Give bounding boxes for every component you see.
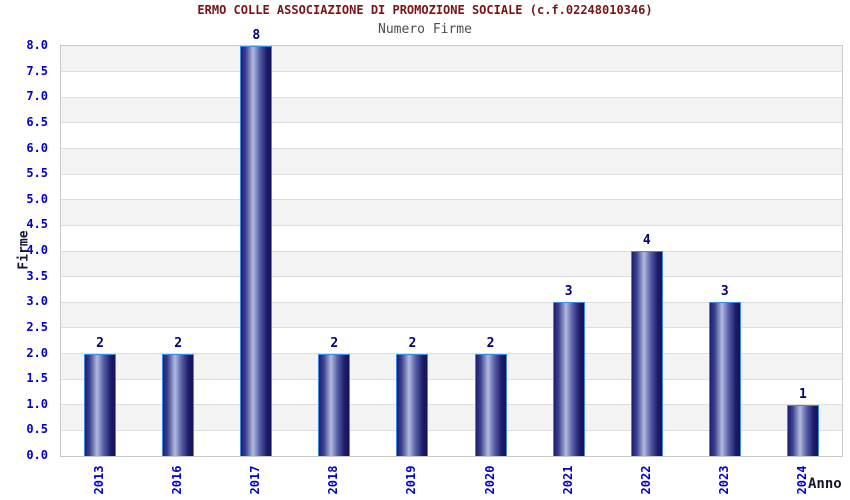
gridline bbox=[61, 224, 842, 226]
plot-band bbox=[61, 97, 842, 123]
gridline bbox=[61, 96, 842, 98]
gridline bbox=[61, 199, 842, 201]
x-tick-label: 2021 bbox=[560, 465, 575, 495]
gridline bbox=[61, 250, 842, 252]
y-tick-label: 6.0 bbox=[26, 140, 48, 155]
bar-2020 bbox=[474, 353, 507, 456]
y-tick-label: 3.5 bbox=[26, 268, 48, 283]
bar-2018 bbox=[318, 353, 351, 456]
y-tick-label: 0.0 bbox=[26, 448, 48, 462]
gridline bbox=[61, 404, 842, 406]
plot-band bbox=[61, 148, 842, 175]
gridline bbox=[61, 122, 842, 124]
bar-2016 bbox=[162, 353, 195, 456]
bar-value-label: 2 bbox=[330, 335, 339, 351]
y-tick-label: 7.0 bbox=[26, 89, 48, 104]
y-tick-label: 2.5 bbox=[26, 319, 48, 334]
y-axis-title: Firme bbox=[16, 230, 32, 270]
y-tick-label: 5.0 bbox=[26, 191, 48, 206]
x-tick-label: 2019 bbox=[404, 465, 419, 495]
gridline bbox=[61, 378, 842, 380]
bar-2024 bbox=[786, 404, 819, 456]
plot-band bbox=[61, 46, 842, 72]
x-tick-label: 2020 bbox=[482, 465, 497, 495]
y-tick-label: 3.0 bbox=[26, 294, 48, 309]
bar-2023 bbox=[708, 302, 741, 456]
gridline bbox=[61, 301, 842, 303]
bar-2017 bbox=[240, 46, 273, 456]
gridline bbox=[61, 327, 842, 329]
y-tick-label: 7.5 bbox=[26, 63, 48, 78]
y-tick-label: 2.0 bbox=[26, 345, 48, 360]
gridline bbox=[61, 71, 842, 73]
chart-subtitle: Numero Firme bbox=[378, 22, 472, 37]
y-tick-label: 1.5 bbox=[26, 371, 48, 386]
x-tick-label: 2013 bbox=[92, 465, 107, 495]
bar-value-label: 8 bbox=[252, 28, 261, 43]
plot-area: 2 2 8 2 2 2 3 4 3 1 bbox=[60, 28, 843, 457]
y-axis-ticks: 0.0 0.5 1.0 1.5 2.0 2.5 3.0 3.5 4.0 4.5 5.0 5.5 6.0 6… bbox=[0, 38, 48, 462]
chart-title: ERMO COLLE ASSOCIAZIONE DI PROMOZIONE SO… bbox=[197, 3, 653, 17]
bar-value-label: 3 bbox=[564, 284, 573, 300]
bar-2019 bbox=[396, 353, 429, 456]
y-tick-label: 6.5 bbox=[26, 114, 48, 129]
plot-band bbox=[61, 251, 842, 277]
plot-band bbox=[61, 199, 842, 226]
gridline bbox=[61, 148, 842, 149]
gridline bbox=[61, 276, 842, 278]
y-tick-label: 8.0 bbox=[26, 38, 48, 52]
bar-2021 bbox=[552, 302, 585, 456]
bar-value-label: 2 bbox=[174, 335, 183, 351]
x-axis-ticks: 2013 2016 2017 2018 2019 2020 2021 2022 2023 2024 bbox=[60, 456, 841, 500]
y-tick-label: 4.5 bbox=[26, 217, 48, 232]
bar-value-label: 4 bbox=[642, 233, 651, 248]
x-axis-title: Anno bbox=[808, 476, 842, 492]
bar-value-label: 2 bbox=[486, 335, 495, 351]
x-tick-label: 2018 bbox=[326, 465, 341, 495]
bar-value-label: 1 bbox=[799, 386, 807, 402]
y-tick-label: 1.0 bbox=[26, 396, 48, 411]
x-tick-label: 2022 bbox=[638, 465, 653, 495]
bar-value-label: 3 bbox=[720, 284, 729, 300]
y-tick-label: 4.0 bbox=[26, 243, 48, 257]
x-tick-label: 2023 bbox=[716, 465, 731, 495]
y-tick-label: 0.5 bbox=[26, 422, 48, 437]
x-tick-label: 2016 bbox=[170, 465, 185, 495]
gridline bbox=[61, 429, 842, 431]
bar-value-label: 2 bbox=[96, 335, 104, 351]
bar-2022 bbox=[630, 251, 663, 456]
gridline bbox=[61, 353, 842, 354]
bar-value-label: 2 bbox=[408, 335, 417, 351]
bar-2013 bbox=[84, 353, 117, 456]
y-tick-label: 5.5 bbox=[26, 166, 48, 181]
x-tick-label: 2024 bbox=[794, 465, 809, 495]
gridline bbox=[61, 173, 842, 175]
x-tick-label: 2017 bbox=[248, 465, 263, 495]
